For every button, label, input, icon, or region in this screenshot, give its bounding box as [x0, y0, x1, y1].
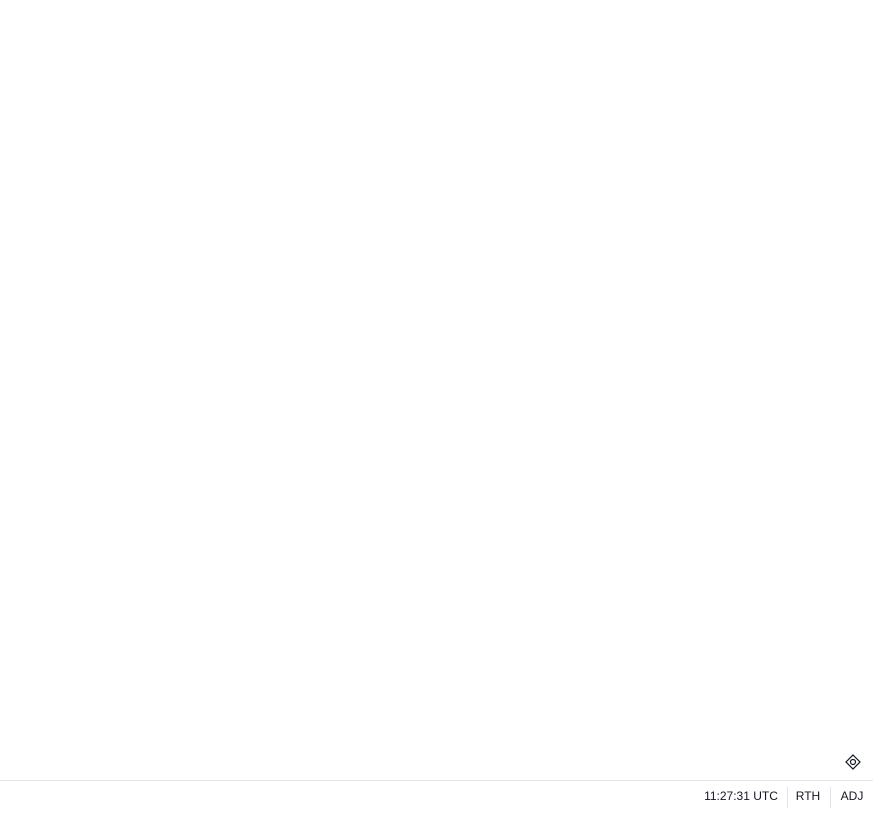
- rth-toggle[interactable]: RTH: [796, 789, 820, 803]
- clock: 11:27:31 UTC: [704, 789, 778, 803]
- adj-toggle[interactable]: ADJ: [841, 789, 864, 803]
- settings-shape: [845, 754, 861, 770]
- settings-icon[interactable]: [845, 754, 861, 770]
- settings-dot: [849, 758, 857, 766]
